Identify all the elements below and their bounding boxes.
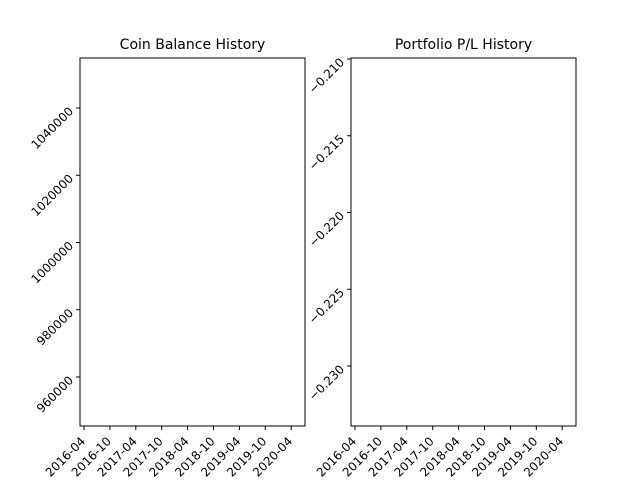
portfolio-pl-axes-frame xyxy=(350,57,577,427)
coin-balance-title: Coin Balance History xyxy=(120,37,266,53)
portfolio-pl-title: Portfolio P/L History xyxy=(395,37,532,53)
